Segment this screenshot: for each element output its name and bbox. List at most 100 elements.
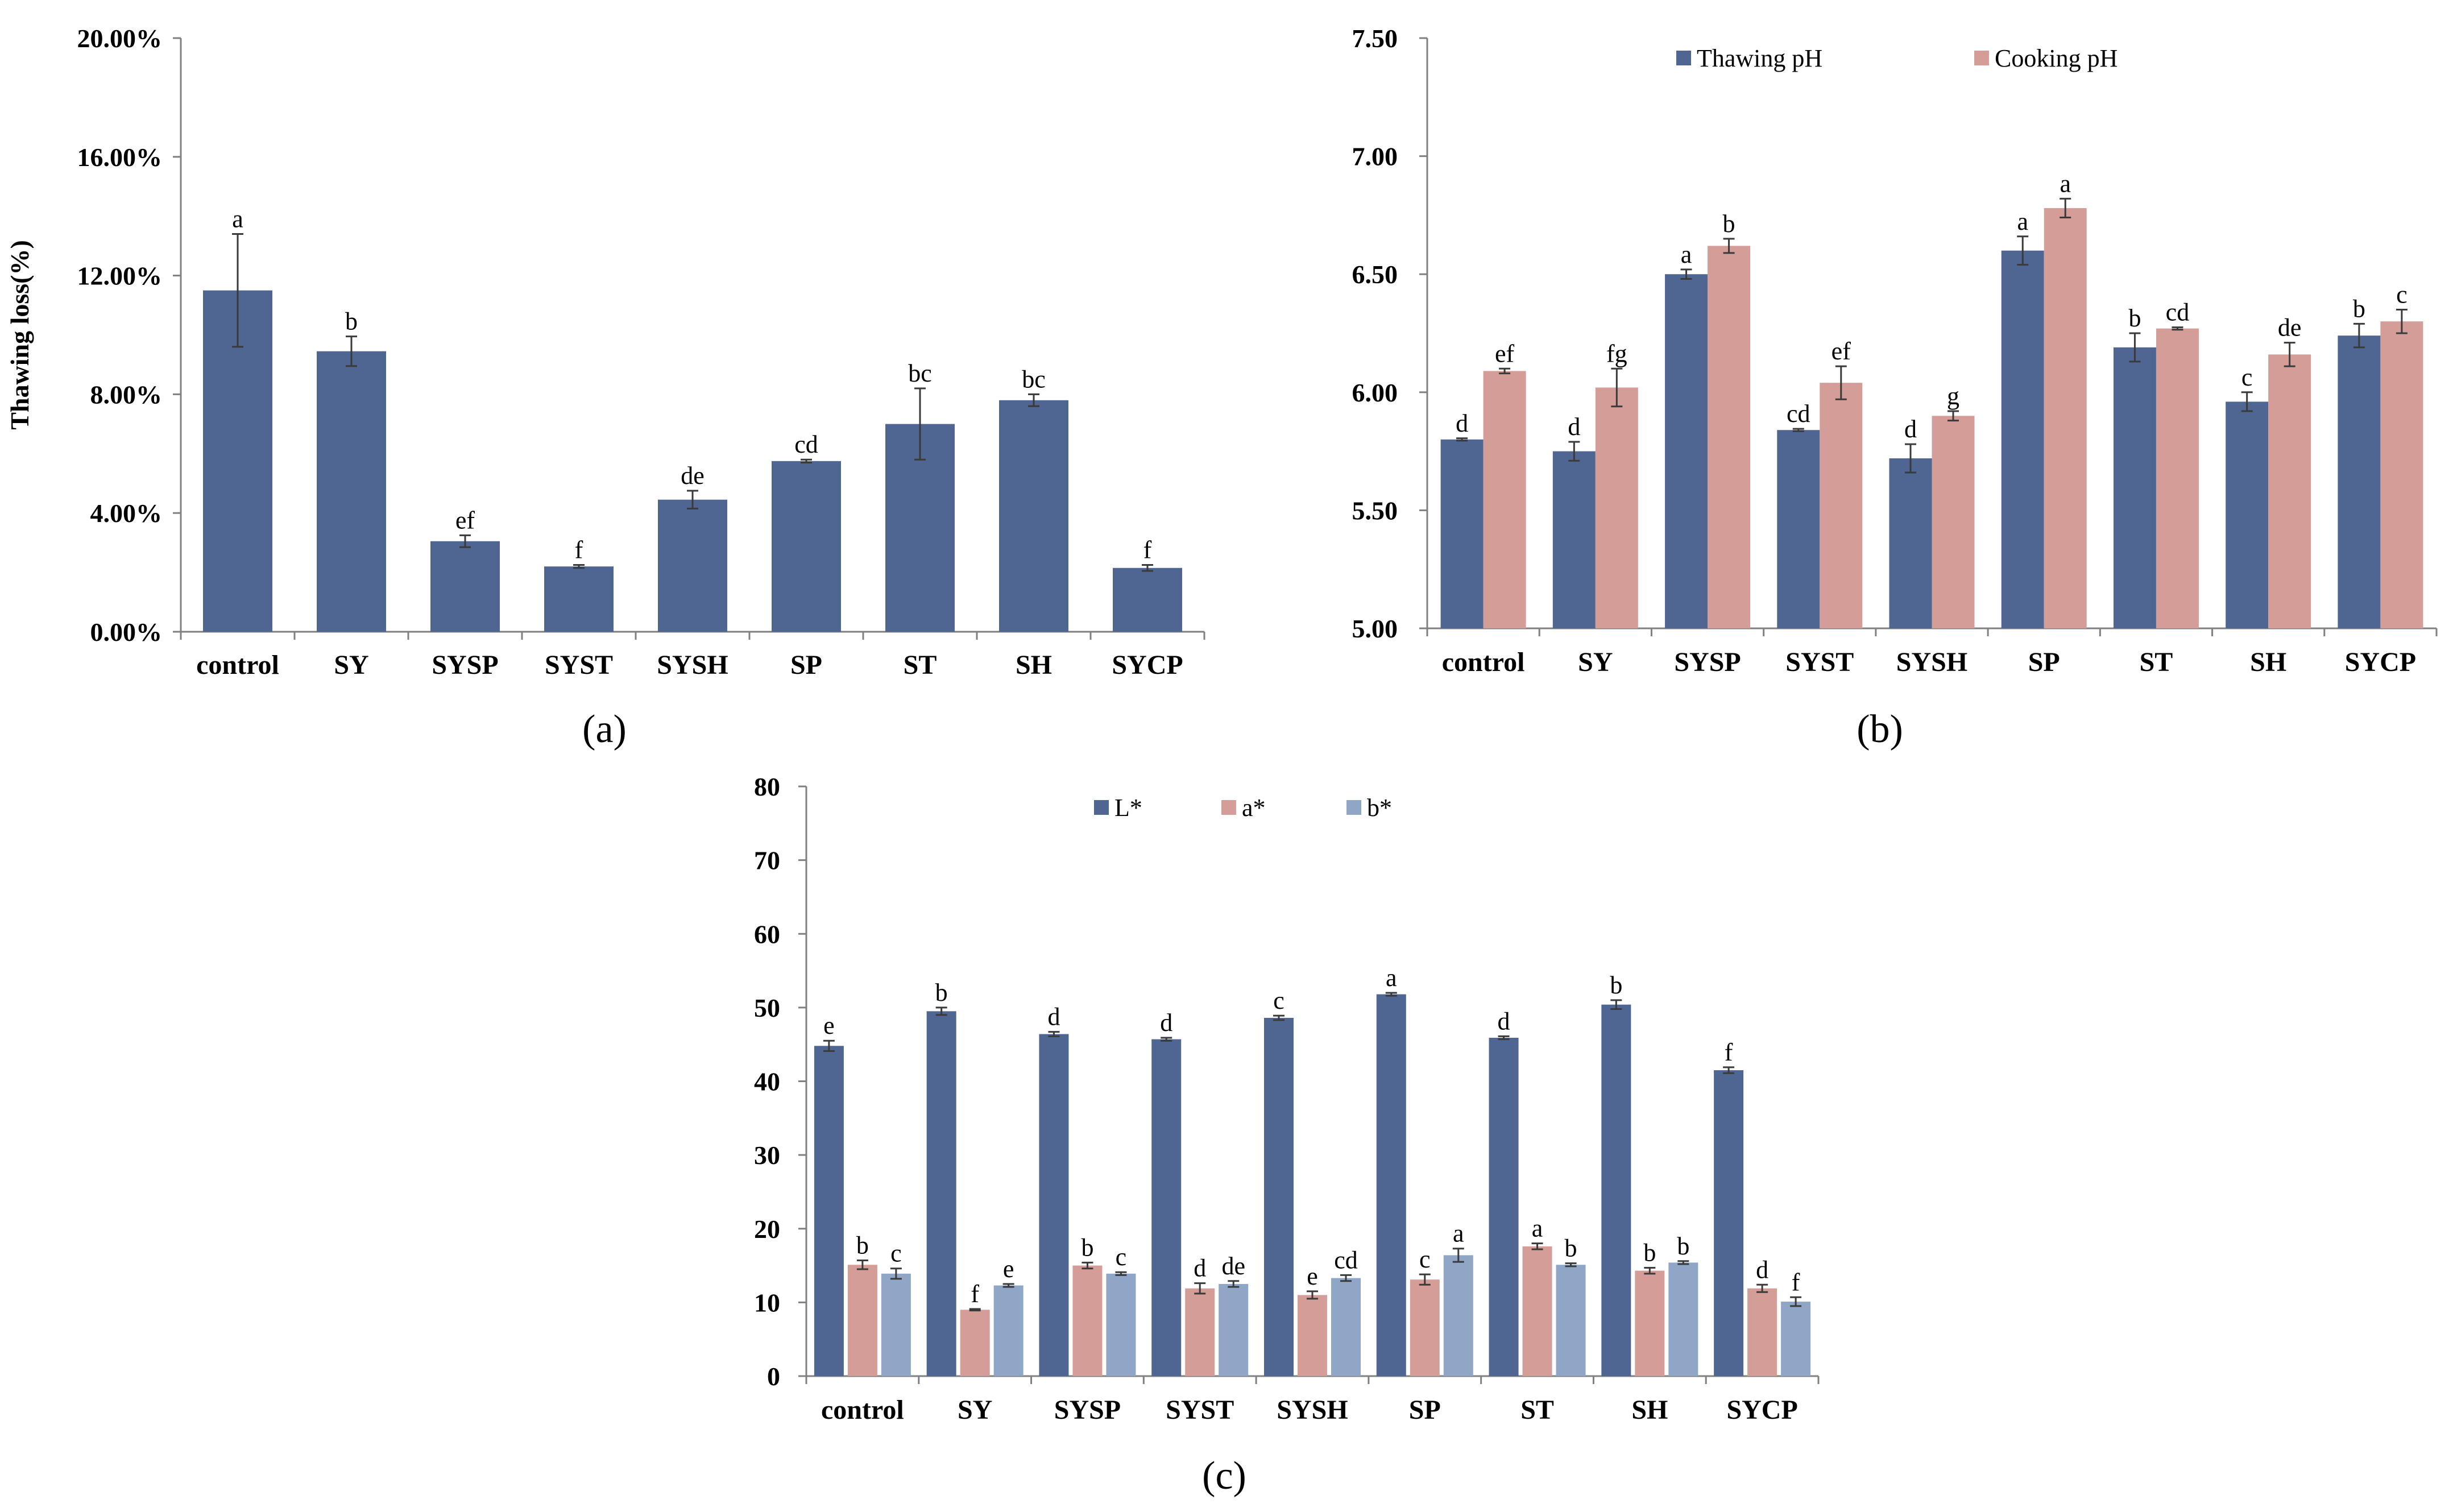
x-category-label: ST (2140, 647, 2173, 677)
x-category-label: control (1442, 647, 1525, 677)
bar (1556, 1265, 1586, 1376)
legend-swatch (1221, 800, 1236, 815)
bar (1410, 1279, 1440, 1376)
bar (1151, 1039, 1182, 1376)
bar (1219, 1283, 1249, 1376)
significance-label: de (2278, 314, 2302, 342)
legend-label: Cooking pH (1995, 44, 2118, 72)
significance-label: d (1756, 1256, 1768, 1283)
bar (2268, 354, 2311, 628)
x-category-label: SP (790, 650, 822, 680)
y-tick-label: 20.00% (77, 24, 163, 53)
bar (772, 461, 841, 632)
x-category-label: SP (2028, 647, 2060, 677)
bar (847, 1265, 877, 1376)
y-tick-label: 40 (754, 1067, 780, 1096)
y-tick-label: 70 (754, 846, 780, 875)
bar (1522, 1246, 1552, 1376)
significance-label: b (1723, 210, 1735, 238)
bar (2338, 335, 2381, 628)
significance-label: de (1221, 1252, 1245, 1280)
significance-label: a (1453, 1220, 1464, 1248)
significance-label: cd (2166, 299, 2190, 326)
legend-label: L* (1114, 794, 1142, 822)
panel-c-chart: 0 10 20 30 40 50 60 70 80 control SY SYSP SYST SYSH SP… (754, 772, 1820, 1425)
bar (1668, 1262, 1698, 1376)
legend-label: Thawing pH (1697, 44, 1822, 72)
bar (317, 351, 386, 632)
x-category-label: SH (2250, 647, 2286, 677)
significance-label: cd (1334, 1246, 1358, 1274)
panel-a-chart: 0.00% 4.00% 8.00% 12.00% 16.00% 20.00% control… (5, 24, 1205, 680)
bar (960, 1310, 990, 1376)
bar (1595, 387, 1638, 628)
bar (881, 1273, 911, 1376)
legend-swatch (1974, 51, 1989, 65)
x-category-label: SH (1631, 1395, 1668, 1425)
x-category-label: SYSH (657, 650, 728, 680)
bar (1483, 371, 1526, 628)
y-tick-label: 30 (754, 1141, 780, 1170)
x-category-label: SYCP (1726, 1395, 1797, 1425)
bar (1635, 1270, 1665, 1376)
significance-label: c (1273, 987, 1284, 1014)
bar (1552, 451, 1596, 628)
significance-label: d (1194, 1254, 1206, 1282)
significance-label: d (1568, 413, 1580, 441)
significance-label: f (575, 536, 583, 564)
bar (1072, 1265, 1103, 1376)
significance-label: bc (908, 359, 932, 387)
significance-label: b (935, 979, 948, 1006)
significance-label: c (1116, 1243, 1127, 1271)
significance-label: a (1532, 1215, 1543, 1242)
x-category-label: SYSH (1277, 1395, 1348, 1425)
significance-label: f (1725, 1038, 1733, 1066)
legend-label: a* (1242, 794, 1266, 822)
significance-label: a (232, 205, 243, 233)
bar (993, 1285, 1024, 1376)
significance-label: de (681, 462, 705, 490)
significance-label: ef (1832, 337, 1851, 365)
significance-label: b (1610, 971, 1622, 999)
significance-label: b (856, 1231, 869, 1259)
x-category-label: SY (334, 650, 368, 680)
bar (2226, 401, 2269, 628)
y-tick-label: 8.00% (90, 380, 163, 409)
bar (1331, 1278, 1361, 1376)
significance-label: d (1160, 1009, 1172, 1037)
bar (1443, 1255, 1473, 1376)
significance-label: c (1419, 1245, 1431, 1273)
bar (1781, 1302, 1811, 1376)
significance-label: bc (1022, 365, 1046, 393)
bar (1601, 1004, 1631, 1376)
bar (1777, 430, 1820, 628)
bar (1489, 1038, 1519, 1376)
bar (814, 1046, 844, 1376)
y-tick-label: 50 (754, 993, 780, 1022)
x-category-label: SYST (1166, 1395, 1234, 1425)
bar (1113, 567, 1182, 632)
y-tick-label: 4.00% (90, 499, 163, 528)
bar (2113, 347, 2156, 628)
panel-label-c: (c) (1202, 1454, 1246, 1498)
bar (1665, 274, 1708, 628)
x-category-label: SH (1016, 650, 1052, 680)
bar (1264, 1018, 1294, 1376)
significance-label: b (1643, 1238, 1656, 1266)
panel-b-chart: 5.00 5.50 6.00 6.50 7.00 7.50 control SY SYSP SYS… (1352, 24, 2438, 677)
bar (1298, 1295, 1327, 1376)
significance-label: f (1143, 536, 1152, 564)
significance-label: a (2060, 169, 2071, 197)
x-category-label: SYSP (1674, 647, 1741, 677)
y-tick-label: 6.50 (1352, 260, 1398, 289)
significance-label: c (2241, 363, 2253, 391)
bar (1889, 458, 1932, 628)
y-tick-label: 20 (754, 1215, 780, 1244)
panel-label-a: (a) (582, 707, 627, 751)
bar (2001, 250, 2044, 628)
x-category-label: SYSH (1896, 647, 1967, 677)
y-tick-label: 6.00 (1352, 378, 1398, 407)
x-category-label: ST (904, 650, 937, 680)
significance-label: a (1386, 964, 1397, 992)
